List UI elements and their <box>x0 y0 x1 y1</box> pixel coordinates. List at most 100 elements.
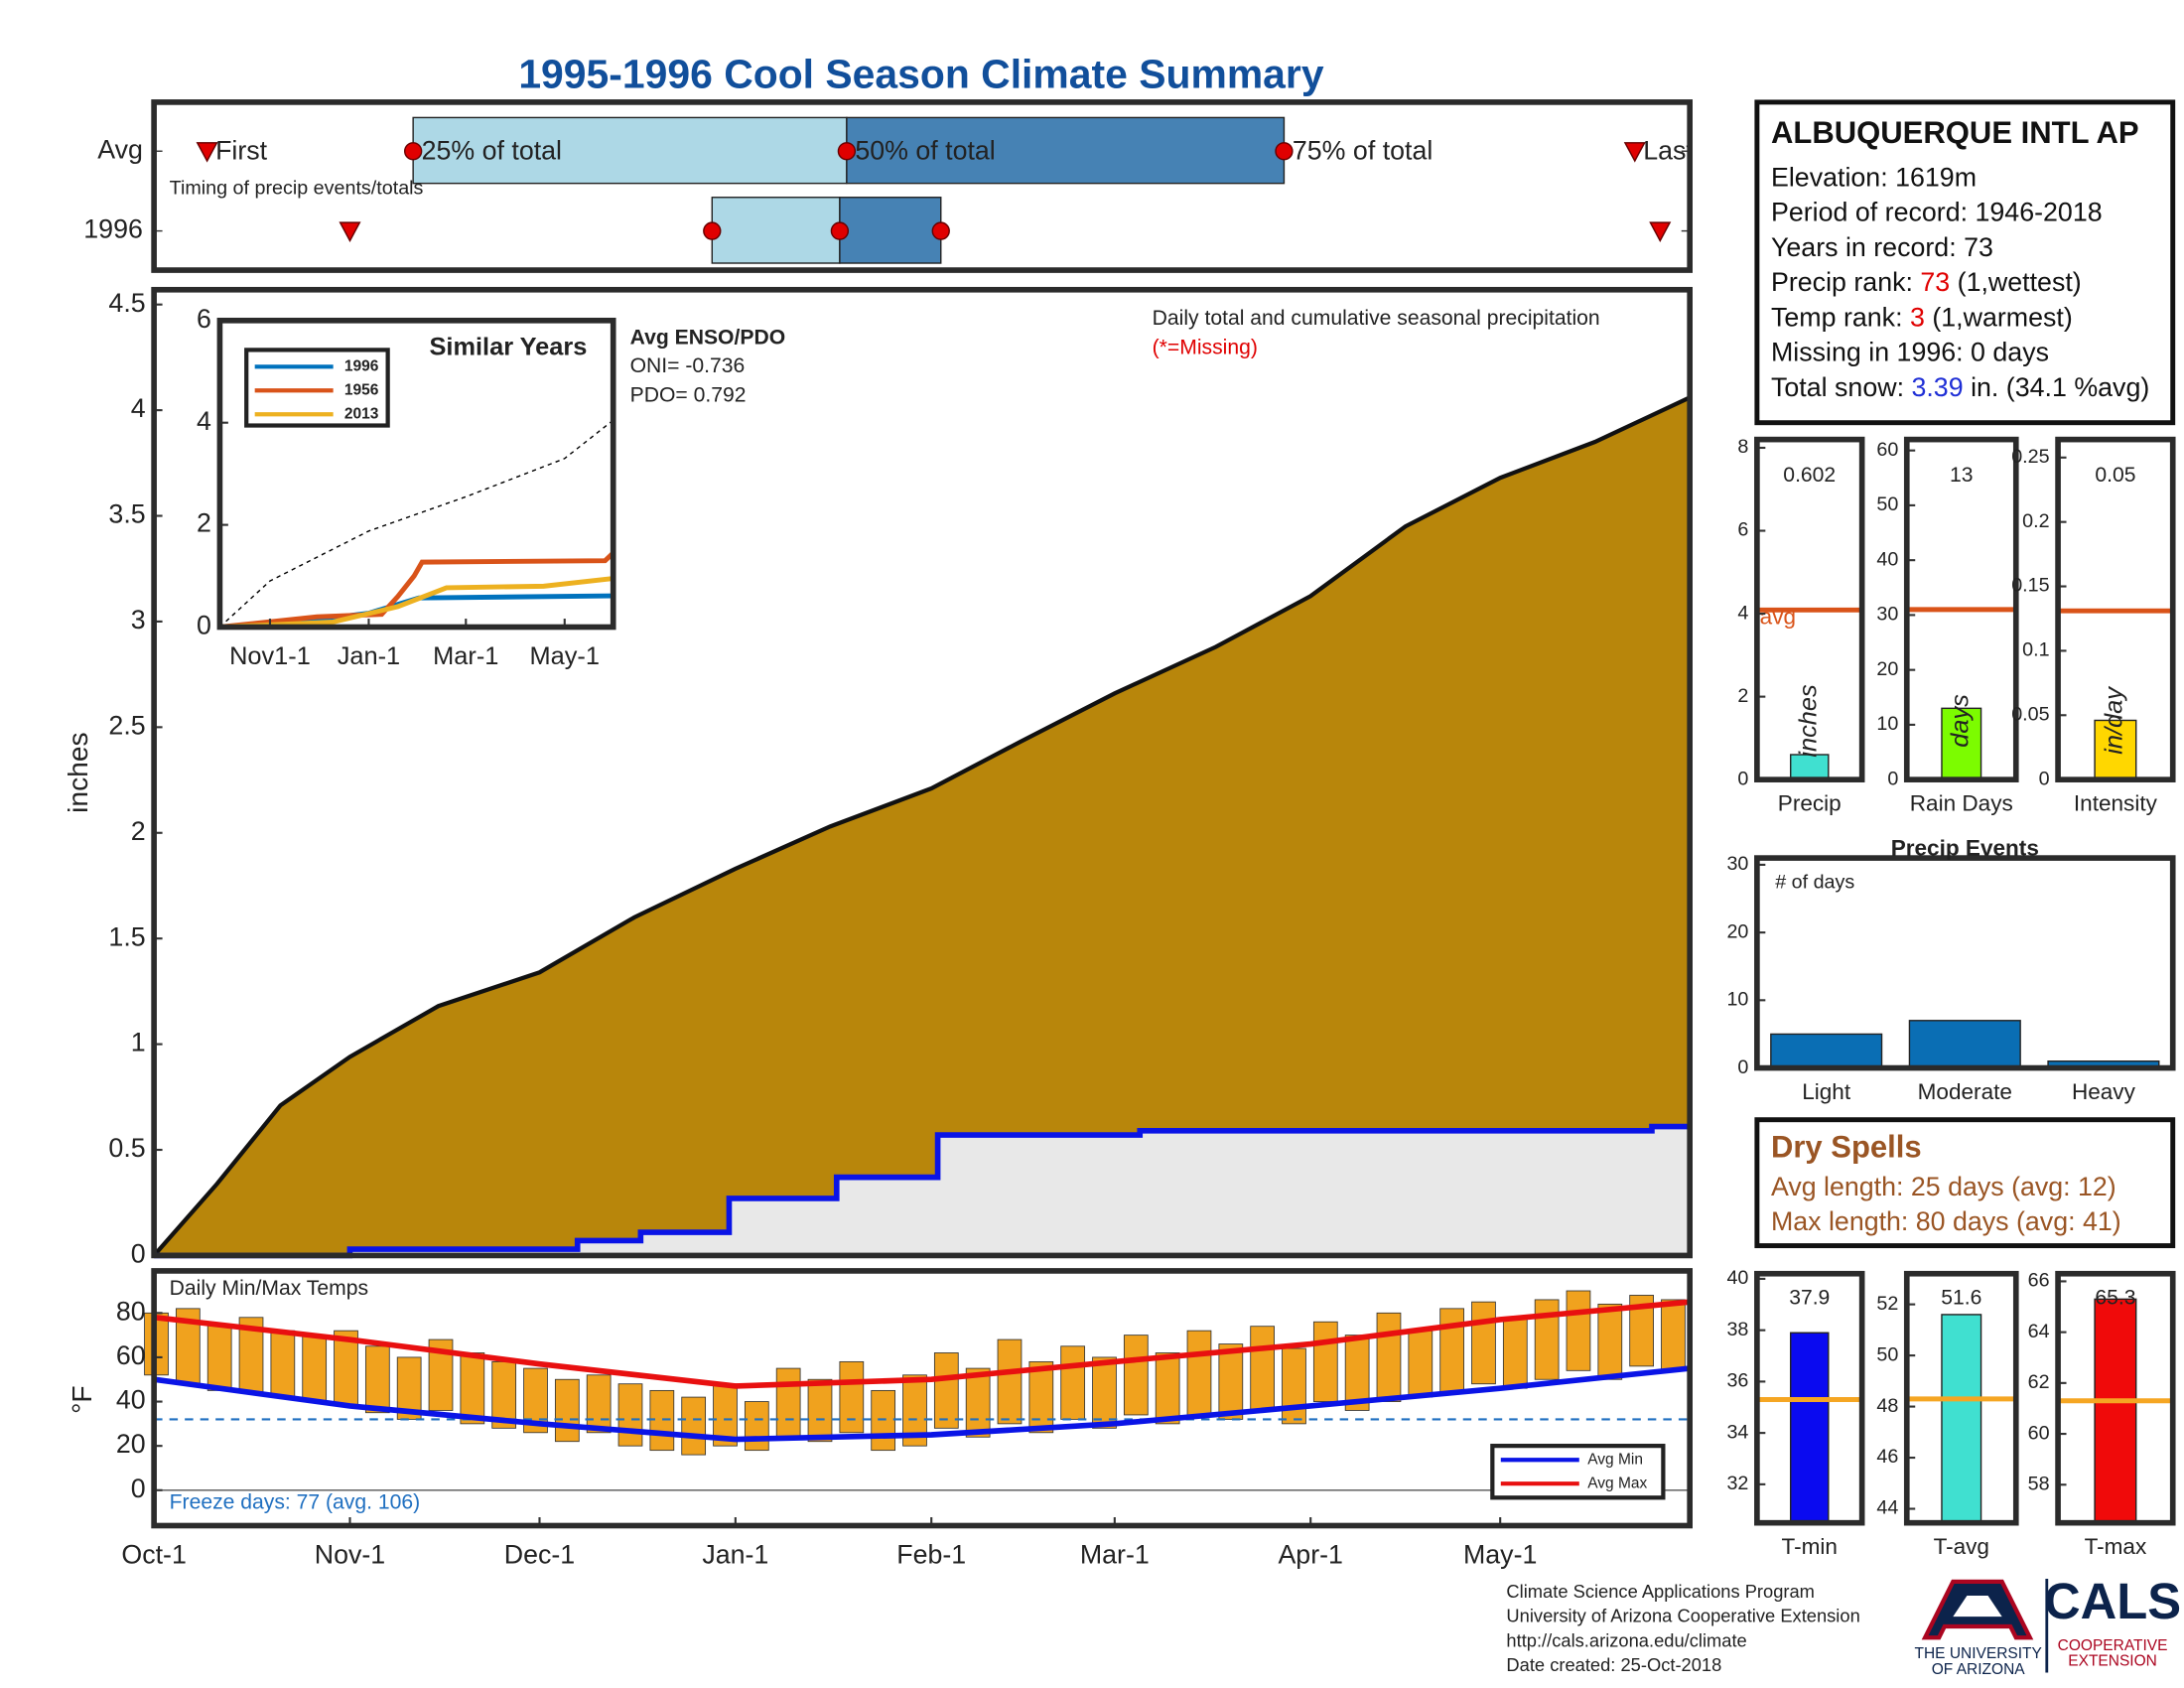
x-tick-label: Apr-1 <box>1278 1540 1342 1570</box>
axes-frame <box>1754 1270 1865 1526</box>
temp-range-bar <box>460 1352 485 1425</box>
dry-spells-max: Max length: 80 days (avg: 41) <box>1771 1206 2121 1236</box>
y-tick-label: 0 <box>197 611 211 640</box>
y-tick-label: 10 <box>1726 989 1748 1011</box>
note: (1,wettest) <box>1957 268 2082 299</box>
label: Total snow: <box>1770 373 1905 403</box>
enso-title: Avg ENSO/PDO <box>630 327 786 350</box>
y-tick-label: 66 <box>2028 1270 2050 1292</box>
temp-range-bar <box>1123 1335 1149 1416</box>
temp-range-bar <box>902 1374 927 1447</box>
value-label: 37.9 <box>1789 1287 1830 1310</box>
snow: Total snow: 3.39 in. (34.1 %avg) <box>1771 371 2159 406</box>
axes-frame <box>151 99 1693 273</box>
avg-temp-line <box>153 1365 1691 1443</box>
temp-range-bar <box>1629 1295 1654 1367</box>
value-label: 0.05 <box>2095 464 2135 487</box>
temp-range-bar <box>1471 1301 1496 1385</box>
y-tick-label: 0 <box>1737 768 1748 789</box>
x-tick-label: Light <box>1802 1079 1851 1104</box>
station-box <box>1754 99 2176 426</box>
temp-range-bar <box>1282 1347 1306 1425</box>
y-tick-label: 6 <box>197 304 211 334</box>
axes-frame <box>2055 436 2176 782</box>
panel-title: Precip Events <box>1891 836 2039 861</box>
cumulative-line <box>152 395 1692 1257</box>
logo-extension: EXTENSION <box>2068 1652 2157 1669</box>
dry-spells-title: Dry Spells <box>1771 1129 1922 1164</box>
years: Years in record: 73 <box>1770 233 1993 264</box>
y-tick-label: 2 <box>1737 685 1748 707</box>
y-tick-label: 64 <box>2028 1321 2050 1342</box>
quartile-box-lower <box>711 197 841 264</box>
y-tick-label: 3.5 <box>108 499 145 529</box>
x-tick-label: May-1 <box>1463 1540 1537 1570</box>
pdo-value: PDO= 0.792 <box>630 384 747 407</box>
legend-label: Avg Min <box>1587 1451 1643 1468</box>
axes-frame <box>1903 436 2019 782</box>
temp-range-bar <box>1344 1335 1370 1411</box>
y-tick-label: 32 <box>1726 1473 1748 1494</box>
panel-title: Daily Min/Max Temps <box>170 1277 368 1300</box>
x-tick-label: Intensity <box>2074 790 2158 815</box>
y-tick-label: 62 <box>2028 1371 2050 1393</box>
bar <box>1790 1332 1830 1524</box>
logo-extension: COOPERATIVE <box>2058 1637 2168 1654</box>
figure-title: 1995-1996 Cool Season Climate Summary <box>518 51 1324 96</box>
quartile-marker <box>1275 142 1294 161</box>
chart-note: Daily total and cumulative seasonal prec… <box>1153 307 1600 330</box>
logo-cals: CALS <box>2044 1573 2181 1629</box>
oni-value: ONI= -0.736 <box>630 354 746 377</box>
footer-line: http://cals.arizona.edu/climate <box>1506 1629 1746 1650</box>
temp-range-bar <box>1028 1360 1054 1434</box>
axes-frame <box>151 286 1693 1259</box>
x-tick-label: Feb-1 <box>896 1540 966 1570</box>
cumulative-area <box>154 397 1691 1256</box>
y-axis-label: inches <box>62 732 93 812</box>
value-label: 51.6 <box>1941 1287 1981 1310</box>
x-tick-label: Jan-1 <box>702 1540 768 1570</box>
period: Period of record: 1946-2018 <box>1770 199 2103 228</box>
avg-temp-line <box>153 1299 1691 1389</box>
row-label: Avg <box>97 134 143 164</box>
temp-range-bar <box>1566 1290 1591 1371</box>
x-tick-label: Jan-1 <box>338 642 400 670</box>
legend-label: 2013 <box>344 405 379 422</box>
y-tick-label: 60 <box>1876 439 1898 461</box>
y-tick-label: 10 <box>1876 713 1898 735</box>
value: 73 <box>1920 268 1951 299</box>
temp-range-bar <box>428 1338 454 1411</box>
temp-range-bar <box>1312 1321 1338 1402</box>
panel-note: # of days <box>1775 872 1854 894</box>
legend-label: Avg Max <box>1587 1475 1647 1491</box>
value: 3.39 <box>1911 373 1964 403</box>
temp-range-bar <box>1439 1308 1465 1394</box>
x-tick-label: T-avg <box>1934 1534 1989 1559</box>
x-tick-label: Heavy <box>2072 1079 2136 1104</box>
axes-frame <box>1754 855 2176 1071</box>
marker-label: First <box>215 136 268 166</box>
y-tick-label: 40 <box>116 1385 146 1415</box>
y-tick-label: 1.5 <box>108 921 145 951</box>
event-marker <box>1623 142 1646 163</box>
temp-range-bar <box>839 1360 865 1434</box>
axes-frame <box>2055 1270 2176 1526</box>
temp-range-bar <box>586 1374 612 1434</box>
quartile-box-upper <box>846 116 1286 185</box>
y-tick-label: 38 <box>1726 1319 1748 1340</box>
temp-range-bar <box>1250 1326 1276 1411</box>
x-tick-label: Mar-1 <box>1080 1540 1150 1570</box>
y-tick-label: 6 <box>1737 519 1748 541</box>
y-tick-label: 30 <box>1876 604 1898 626</box>
event-marker <box>1649 221 1672 242</box>
y-tick-label: 4 <box>197 406 211 436</box>
y-tick-label: 60 <box>2028 1422 2050 1444</box>
temp-range-bar <box>649 1389 675 1452</box>
temp-range-bar <box>1408 1330 1433 1398</box>
temp-range-bar <box>1534 1299 1560 1380</box>
y-tick-label: 0.05 <box>2011 704 2049 726</box>
temp-range-bar <box>1502 1317 1528 1389</box>
y-tick-label: 20 <box>116 1429 146 1459</box>
x-tick-label: May-1 <box>530 642 600 670</box>
bar <box>1770 1033 1883 1069</box>
